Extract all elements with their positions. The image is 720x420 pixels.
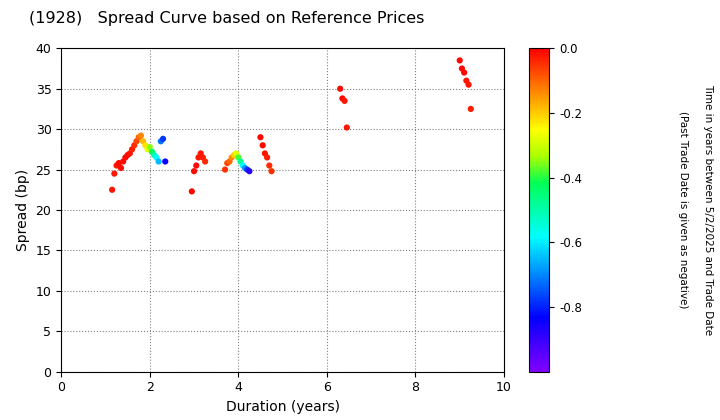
Point [109, 170, 120, 177]
Point [228, 152, 240, 158]
Point [220, 166, 231, 173]
Point [224, 158, 235, 165]
Point [465, 105, 477, 112]
Point [463, 81, 474, 88]
Point [138, 138, 149, 144]
X-axis label: Duration (years): Duration (years) [225, 400, 340, 414]
Point [131, 138, 143, 144]
Point [341, 124, 353, 131]
Point [140, 142, 151, 149]
Point [259, 150, 271, 157]
Point [135, 132, 147, 139]
Y-axis label: Spread (bp): Spread (bp) [16, 169, 30, 251]
Point [339, 97, 351, 104]
Point [160, 158, 171, 165]
Point [334, 85, 346, 92]
Point [195, 150, 207, 157]
Point [128, 142, 140, 149]
Point [237, 162, 248, 169]
Point [193, 154, 204, 161]
Point [117, 158, 129, 165]
Point [222, 160, 233, 166]
Point [255, 134, 266, 141]
Point [197, 154, 209, 161]
Point [261, 154, 273, 161]
Point [115, 165, 127, 171]
Point [243, 168, 255, 175]
Point [189, 168, 200, 175]
Point [199, 158, 211, 165]
Point [107, 186, 118, 193]
Point [233, 154, 244, 161]
Point [456, 65, 468, 72]
Point [239, 165, 251, 171]
Point [155, 138, 166, 144]
Text: (Past Trade Date is given as negative): (Past Trade Date is given as negative) [678, 111, 688, 309]
Point [230, 150, 242, 157]
Point [186, 188, 197, 195]
Point [337, 95, 348, 102]
Point [264, 162, 275, 169]
Point [459, 69, 470, 76]
Point [150, 154, 162, 161]
Point [142, 146, 153, 153]
Point [153, 158, 164, 165]
Point [113, 160, 125, 166]
Text: (1928)   Spread Curve based on Reference Prices: (1928) Spread Curve based on Reference P… [29, 10, 424, 26]
Point [454, 57, 465, 64]
Point [191, 162, 202, 169]
Point [241, 166, 253, 173]
Point [266, 168, 277, 175]
Point [120, 154, 131, 161]
Point [111, 162, 122, 169]
Point [122, 152, 133, 158]
Point [124, 150, 135, 157]
Point [144, 144, 156, 150]
Point [148, 152, 160, 158]
Point [235, 158, 246, 165]
Point [146, 148, 158, 155]
Point [461, 77, 472, 84]
Point [126, 146, 138, 153]
Point [257, 142, 269, 149]
Point [133, 134, 145, 141]
Point [226, 154, 238, 161]
Text: Time in years between 5/2/2025 and Trade Date: Time in years between 5/2/2025 and Trade… [703, 84, 713, 336]
Point [157, 136, 168, 142]
